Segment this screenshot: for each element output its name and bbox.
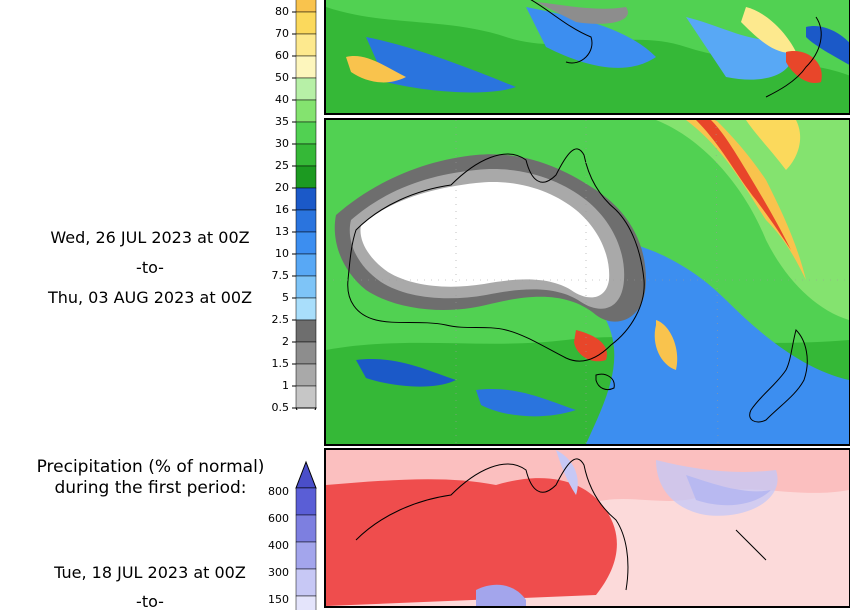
precip-scale-label: 80 bbox=[275, 5, 289, 18]
percent-heading-line1: Precipitation (% of normal) bbox=[36, 457, 265, 477]
percent-scale-label: 400 bbox=[268, 539, 289, 552]
precip-colorbar-swatch bbox=[295, 55, 317, 79]
precip-scale-label: 13 bbox=[275, 225, 289, 238]
precip-scale-label: 35 bbox=[275, 115, 289, 128]
precip-colorbar-swatch bbox=[295, 0, 317, 13]
precip-colorbar bbox=[292, 0, 317, 410]
percent-colorbar-swatch bbox=[295, 487, 317, 516]
precip-map-second-period bbox=[326, 120, 849, 444]
precip-scale-label: 5 bbox=[282, 291, 289, 304]
precip-scale-label: 40 bbox=[275, 93, 289, 106]
map-panel-first-period-top bbox=[324, 0, 850, 115]
percent-colorbar bbox=[295, 460, 317, 610]
precip-scale-label: 20 bbox=[275, 181, 289, 194]
percent-scale-label: 600 bbox=[268, 512, 289, 525]
precip-scale-label: 0.5 bbox=[271, 401, 290, 414]
percent-heading-line2: during the first period: bbox=[54, 478, 247, 498]
precip-scale-label: 60 bbox=[275, 49, 289, 62]
precip-scale-label: 1.5 bbox=[271, 357, 290, 370]
precip-scale-label: 1 bbox=[282, 379, 289, 392]
first-period-start-date: Tue, 18 JUL 2023 at 00Z bbox=[54, 563, 246, 582]
precip-colorbar-swatch bbox=[295, 77, 317, 101]
precip-scale-label: 25 bbox=[275, 159, 289, 172]
period-end-date: Thu, 03 AUG 2023 at 00Z bbox=[47, 288, 253, 307]
percent-colorbar-swatch bbox=[295, 514, 317, 543]
map-panel-percent-of-normal bbox=[324, 448, 850, 608]
precip-scale-label: 16 bbox=[275, 203, 289, 216]
precip-map-top bbox=[326, 0, 849, 113]
percent-colorbar-end-arrow bbox=[295, 460, 317, 489]
percent-scale-label: 800 bbox=[268, 485, 289, 498]
precip-colorbar-swatch bbox=[295, 99, 317, 123]
precip-scale-label: 7.5 bbox=[271, 269, 290, 282]
precip-colorbar-swatch bbox=[295, 33, 317, 57]
first-period-to-separator: -to- bbox=[136, 592, 164, 611]
precip-colorbar-swatch bbox=[295, 385, 317, 409]
precip-scale-label: 50 bbox=[275, 71, 289, 84]
map-panel-second-period bbox=[324, 118, 850, 446]
precip-scale-label: 10 bbox=[275, 247, 289, 260]
period-start-date: Wed, 26 JUL 2023 at 00Z bbox=[50, 228, 250, 247]
precip-colorbar-swatch bbox=[295, 363, 317, 387]
precip-colorbar-swatch bbox=[295, 143, 317, 167]
precip-scale-label: 2.5 bbox=[271, 313, 290, 326]
precip-scale-label: 2 bbox=[282, 335, 289, 348]
precip-colorbar-swatch bbox=[295, 165, 317, 189]
precip-scale-label: 30 bbox=[275, 137, 289, 150]
period-to-separator: -to- bbox=[136, 258, 164, 277]
precip-scale-label: 70 bbox=[275, 27, 289, 40]
percent-map bbox=[326, 450, 849, 606]
percent-scale-label: 300 bbox=[268, 566, 289, 579]
precip-colorbar-end-arrow bbox=[295, 407, 317, 410]
precip-colorbar-swatch bbox=[295, 121, 317, 145]
precip-colorbar-swatch bbox=[295, 11, 317, 35]
precip-colorbar-swatch bbox=[295, 341, 317, 365]
precip-colorbar-swatch bbox=[295, 319, 317, 343]
precip-colorbar-swatch bbox=[295, 187, 317, 211]
